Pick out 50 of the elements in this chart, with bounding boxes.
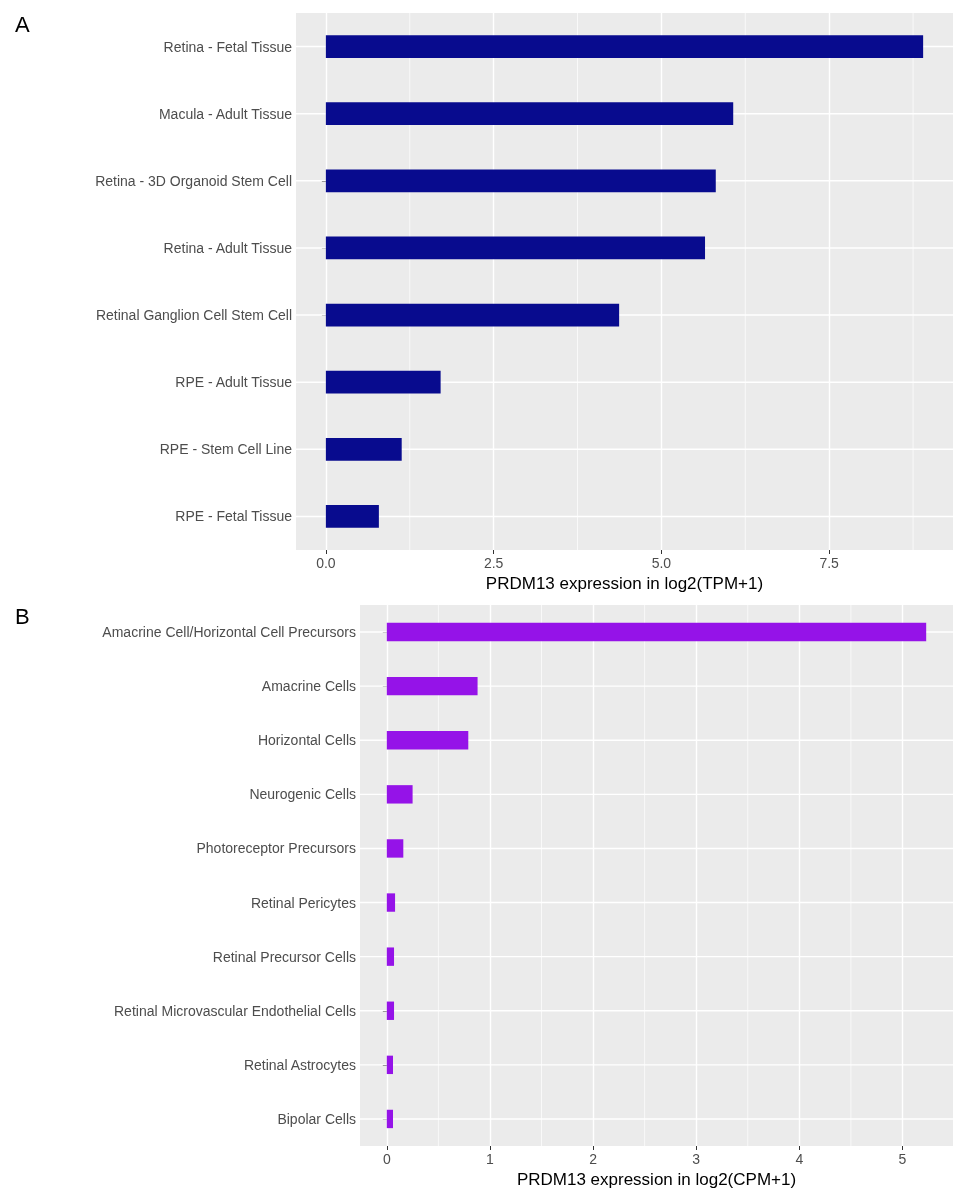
x-tick-label: 0.0 [316,555,336,571]
text: A [15,11,30,37]
y-tick-label: Retina - Fetal Tissue [163,38,293,55]
bar [325,35,924,58]
bar [325,437,402,461]
y-tick-label: Retinal Precursor Cells [212,948,356,965]
y-tick-label: Macula - Adult Tissue [158,105,293,122]
y-tick-label: Retina - Adult Tissue [163,239,293,256]
y-tick-label: Amacrine Cell/Horizontal Cell Precursors [102,624,356,641]
y-tick-label: Retinal Astrocytes [243,1056,356,1073]
bar [386,839,404,858]
y-tick-label: RPE - Stem Cell Line [159,441,293,458]
x-tick-label: 5 [898,1151,907,1167]
x-tick-label: 4 [795,1151,804,1167]
bar [325,370,441,394]
y-tick-label: Retinal Microvascular Endothelial Cells [114,1002,356,1019]
x-tick-label: 3 [692,1151,701,1167]
bar [325,236,706,260]
y-tick-label: Horizontal Cells [257,732,356,749]
bar [325,303,620,327]
y-tick-label: Bipolar Cells [277,1110,356,1127]
x-tick-label: 2 [589,1151,598,1167]
bar [386,622,927,642]
bar [325,102,734,126]
x-tick-label: 2.5 [483,555,504,571]
bar [386,731,469,750]
bar [325,505,379,528]
text: B [15,603,30,629]
x-tick-label: 7.5 [819,555,840,571]
x-axis-title: PRDM13 expression in log2(CPM+1) [516,1169,797,1189]
y-tick-label: RPE - Fetal Tissue [175,508,293,525]
bar [386,1055,393,1075]
bar [325,169,716,193]
y-tick-label: Retina - 3D Organoid Stem Cell [95,172,292,189]
bar [386,893,396,912]
y-tick-label: Photoreceptor Precursors [196,840,356,857]
y-tick-label: Neurogenic Cells [249,786,356,803]
y-tick-label: Amacrine Cells [261,678,356,695]
x-tick-label: 1 [486,1151,495,1167]
y-tick-label: Retinal Ganglion Cell Stem Cell [95,307,292,324]
bar [386,1109,393,1129]
y-tick-label: Retinal Pericytes [250,894,356,911]
x-tick-label: 0 [382,1151,391,1167]
bar [386,676,478,696]
y-tick-label: RPE - Adult Tissue [175,374,293,391]
x-axis-title: PRDM13 expression in log2(TPM+1) [485,573,764,593]
bar [386,1001,395,1020]
x-tick-label: 5.0 [651,555,672,571]
bar [386,785,413,804]
bar [386,947,395,966]
